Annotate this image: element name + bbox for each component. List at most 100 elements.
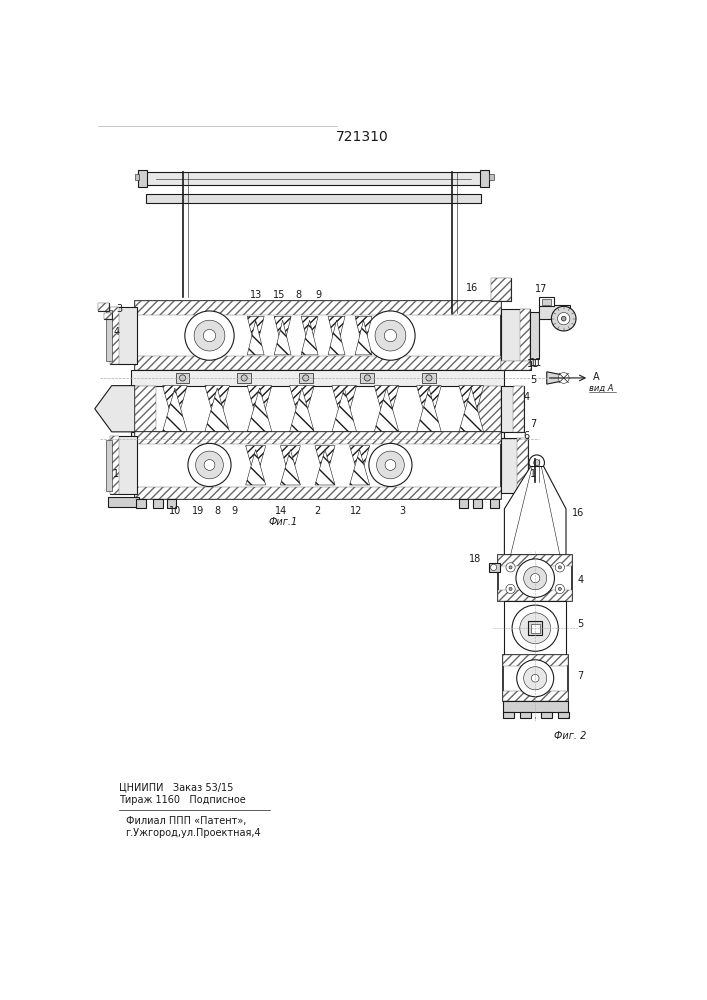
Text: 10: 10 [169,506,181,516]
Text: 14: 14 [275,506,287,516]
Circle shape [512,605,559,651]
Polygon shape [332,388,356,432]
Text: 4: 4 [578,575,584,585]
Polygon shape [355,320,372,355]
Text: 7: 7 [530,419,536,429]
Text: 5: 5 [578,619,584,629]
Bar [98,303,109,311]
Bar [489,174,493,180]
Bar [539,305,570,319]
Bar [175,373,189,383]
Bar [498,590,572,601]
Polygon shape [290,388,314,432]
Bar [422,373,436,383]
Text: 4: 4 [524,392,530,402]
Text: 8: 8 [214,506,221,516]
Polygon shape [205,388,230,432]
Bar [108,497,139,507]
Circle shape [516,559,554,597]
Circle shape [185,311,234,360]
Bar [501,361,532,370]
Polygon shape [328,316,345,351]
Circle shape [491,564,497,570]
Text: 9: 9 [316,290,322,300]
Circle shape [241,375,247,381]
Bar [238,434,251,443]
Text: 4: 4 [113,327,119,337]
Polygon shape [374,386,399,430]
Circle shape [506,584,515,594]
Bar [479,386,501,432]
Circle shape [529,622,542,634]
Text: 15: 15 [273,290,285,300]
Text: ЦНИИПИ   Заказ 53/15: ЦНИИПИ Заказ 53/15 [119,782,234,792]
Polygon shape [547,372,566,384]
Bar [105,310,112,361]
Bar [144,172,483,185]
Bar [135,174,139,180]
Polygon shape [328,320,345,355]
Bar [491,278,510,301]
Bar [504,601,566,655]
Text: 6: 6 [524,431,530,441]
Bar [131,370,504,386]
Bar [503,655,568,701]
Polygon shape [247,320,264,355]
Bar [528,621,542,635]
Circle shape [559,373,569,383]
Circle shape [509,566,512,569]
Bar [361,434,374,443]
Bar [513,386,524,432]
Polygon shape [374,388,399,432]
Polygon shape [416,386,441,430]
Bar [136,499,146,508]
Bar [501,438,527,493]
Circle shape [506,563,515,572]
Circle shape [303,375,309,381]
Bar [491,278,510,301]
Bar [105,440,112,491]
Polygon shape [281,450,300,485]
Text: 11: 11 [527,359,539,369]
Bar [501,386,524,432]
Circle shape [196,451,223,479]
Bar [131,432,504,446]
Text: 3: 3 [399,506,405,516]
Text: Фиг.1: Фиг.1 [268,517,297,527]
Bar [489,563,500,572]
Circle shape [180,436,186,442]
Bar [530,624,540,633]
Text: Филиал ППП «Патент»,: Филиал ППП «Патент», [126,816,246,826]
Bar [473,499,482,508]
Polygon shape [246,446,266,481]
Bar [135,487,501,499]
Circle shape [524,667,547,690]
Polygon shape [163,386,187,430]
Circle shape [180,375,186,381]
Polygon shape [315,446,335,481]
Polygon shape [416,388,441,432]
Bar [498,555,572,601]
Circle shape [509,587,512,590]
Bar [135,356,501,370]
Text: 1: 1 [113,469,119,479]
Circle shape [303,436,309,442]
Bar [153,499,163,508]
Bar [542,712,552,718]
Bar [503,691,568,701]
Circle shape [561,316,566,321]
Polygon shape [247,388,272,432]
Text: Тираж 1160   Подписное: Тираж 1160 Подписное [119,795,246,805]
Bar [559,712,569,718]
Text: 5: 5 [530,375,536,385]
Circle shape [375,320,406,351]
Bar [518,438,527,493]
Polygon shape [350,446,370,481]
Circle shape [366,311,415,360]
Text: 19: 19 [192,506,204,516]
Circle shape [364,436,370,442]
Polygon shape [459,388,484,432]
Polygon shape [281,446,300,481]
Text: 16: 16 [572,508,585,518]
Circle shape [559,566,561,569]
